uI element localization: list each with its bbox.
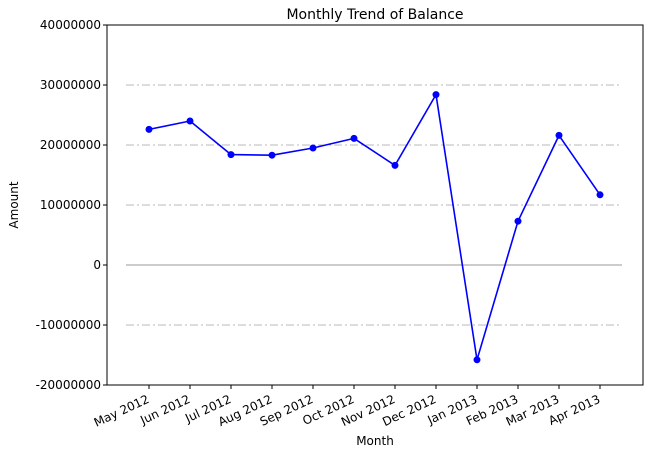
data-point xyxy=(596,191,604,199)
y-tick-label: 20000000 xyxy=(40,138,101,152)
gridlines xyxy=(126,84,622,326)
series-line xyxy=(148,93,601,361)
data-point xyxy=(350,134,358,142)
data-point xyxy=(145,125,153,133)
data-point xyxy=(186,117,194,125)
x-axis-label: Month xyxy=(356,434,394,448)
y-tick-label: 40000000 xyxy=(40,18,101,32)
y-tick-label: -20000000 xyxy=(36,378,101,392)
y-tick-label: 30000000 xyxy=(40,78,101,92)
y-tick-label: 10000000 xyxy=(40,198,101,212)
y-tick-label: 0 xyxy=(93,258,101,272)
data-point xyxy=(514,217,522,225)
data-point xyxy=(268,151,276,159)
data-point xyxy=(227,151,235,159)
data-point xyxy=(309,144,317,152)
data-point xyxy=(391,161,399,169)
data-point xyxy=(473,356,481,364)
series-group xyxy=(145,91,604,364)
data-point xyxy=(432,91,440,99)
y-tick-label: -10000000 xyxy=(36,318,101,332)
chart-title: Monthly Trend of Balance xyxy=(286,7,463,23)
y-axis-label: Amount xyxy=(7,181,21,228)
y-axis-ticks: -20000000 -10000000 0 10000000 20000000 30000… xyxy=(36,18,107,392)
data-point xyxy=(555,131,563,139)
